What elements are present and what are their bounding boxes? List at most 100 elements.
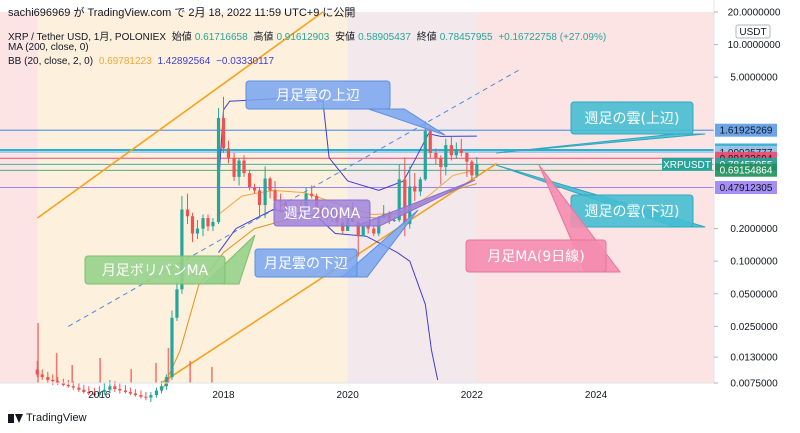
price-tag-label-6: 0.69154864 [720,166,773,177]
candle-15 [113,386,117,390]
candle-9 [82,389,86,392]
candle-2 [46,377,50,380]
volume-bar-0 [37,323,39,383]
high-value: 0.91612903 [276,32,330,43]
candle-43 [257,190,262,206]
annotation-monthly-cloud-top-text: 月足雲の上辺 [276,88,360,104]
candle-75 [423,131,427,180]
bb-legend[interactable]: BB (20, close, 2, 0) 0.69781223 1.428925… [8,56,277,67]
candle-17 [123,390,128,392]
low-value: 0.58905437 [358,32,411,43]
annotation-monthly-ma9: 月足MA(9日線) [465,164,622,273]
candle-11 [92,393,96,396]
footer-brand[interactable]: TradingView [8,412,87,424]
annotation-weekly-200ma-text: 週足200MA [284,206,361,222]
candle-53 [310,193,314,196]
candle-46 [273,190,277,201]
candle-10 [87,391,91,394]
bb-upper-line [218,97,477,191]
annotation-weekly-cloud-bottom-text: 週足の雲(下辺) [585,204,680,220]
candle-42 [252,187,257,191]
candle-45 [268,178,272,191]
candle-12 [97,391,101,396]
candle-33 [206,218,210,227]
channel-line-1 [36,11,324,219]
x-tick-label-3: 2022 [461,390,484,401]
candle-65 [372,228,376,234]
candle-79 [444,145,448,168]
volume-bar-1 [55,353,58,383]
y-tick-label-7: 0.0130000 [730,353,778,364]
price-tag-7 [715,180,777,194]
candle-31 [195,228,200,234]
x-tick-label-1: 2018 [212,390,235,401]
volume-bar-2 [71,365,73,383]
candle-35 [216,117,221,223]
price-tag-label-7: 0.47912305 [720,183,773,194]
candle-3 [51,379,55,382]
tradingview-logo-icon [8,413,23,423]
candle-22 [149,395,153,398]
candle-16 [118,389,122,391]
price-tag-label-0: 1.61925269 [720,126,773,137]
candle-73 [413,186,417,192]
candle-14 [108,386,112,390]
candle-24 [159,386,164,391]
candle-4 [56,381,60,383]
y-unit-box [735,24,771,39]
y-tick-label-6: 0.0250000 [730,322,778,333]
bb-label: BB (20, close, 2, 0) [8,56,94,67]
x-tick-label-4: 2024 [585,390,608,401]
x-tick-label-0: 2016 [88,390,111,401]
annotation-monthly-cloud-bottom-box [254,248,358,278]
candle-7 [71,386,75,388]
y-tick-label-8: 0.0075000 [730,379,778,390]
annotation-monthly-cloud-top-box [245,80,391,110]
candle-70 [397,179,401,221]
annotation-monthly-bb-ma: 月足ボリバンMA [84,234,256,285]
channel-zone [37,12,348,383]
candle-13 [102,389,106,392]
candle-0 [35,369,39,375]
annotation-monthly-ma9-box [465,239,607,273]
y-unit-label: USDT [739,27,766,38]
annotation-monthly-bb-ma-box [84,255,226,285]
candle-30 [190,216,195,234]
candle-81 [454,149,458,156]
candle-77 [434,152,438,158]
y-tick-label-5: 0.0500000 [730,289,778,300]
volume-bar-6 [167,348,170,383]
candle-36 [221,117,226,149]
candle-25 [164,377,168,387]
candle-80 [449,145,453,156]
price-axis-bg [714,0,800,433]
x-tick-label-2: 2020 [337,390,360,401]
candle-39 [237,160,241,177]
candle-38 [232,157,236,177]
close-value: 0.78457955 [439,32,493,43]
candle-32 [201,218,205,229]
volume-bar-7 [189,361,191,383]
candle-1 [40,374,44,378]
candle-18 [128,391,132,394]
annotation-monthly-cloud-bottom: 月足雲の下辺 [254,209,419,278]
y-tick-label-4: 0.1000000 [730,257,778,268]
close-label: 終値 [416,32,437,43]
annotation-monthly-bb-ma-text: 月足ボリバンMA [102,263,209,279]
low-label: 安値 [335,32,356,43]
annotation-weekly-200ma: 週足200MA [273,179,476,227]
candle-8 [77,387,81,390]
annotation-monthly-cloud-bottom-text: 月足雲の下辺 [264,256,348,272]
symbol-title: XRP / Tether USD, 1月, POLONIEX [8,32,167,43]
bb-lower-line [218,208,439,381]
candle-41 [247,173,252,188]
shaded-zone [347,12,479,383]
volume-bar-5 [155,363,157,383]
ma-legend[interactable]: MA (200, close, 0) [8,42,89,53]
candle-28 [180,209,184,290]
annotation-weekly-cloud-top-text: 週足の雲(上辺) [585,111,680,127]
symbol-ohlc-line: XRP / Tether USD, 1月, POLONIEX 始値 0.61716… [8,28,609,43]
candle-82 [459,149,463,153]
open-label: 始値 [171,32,192,43]
